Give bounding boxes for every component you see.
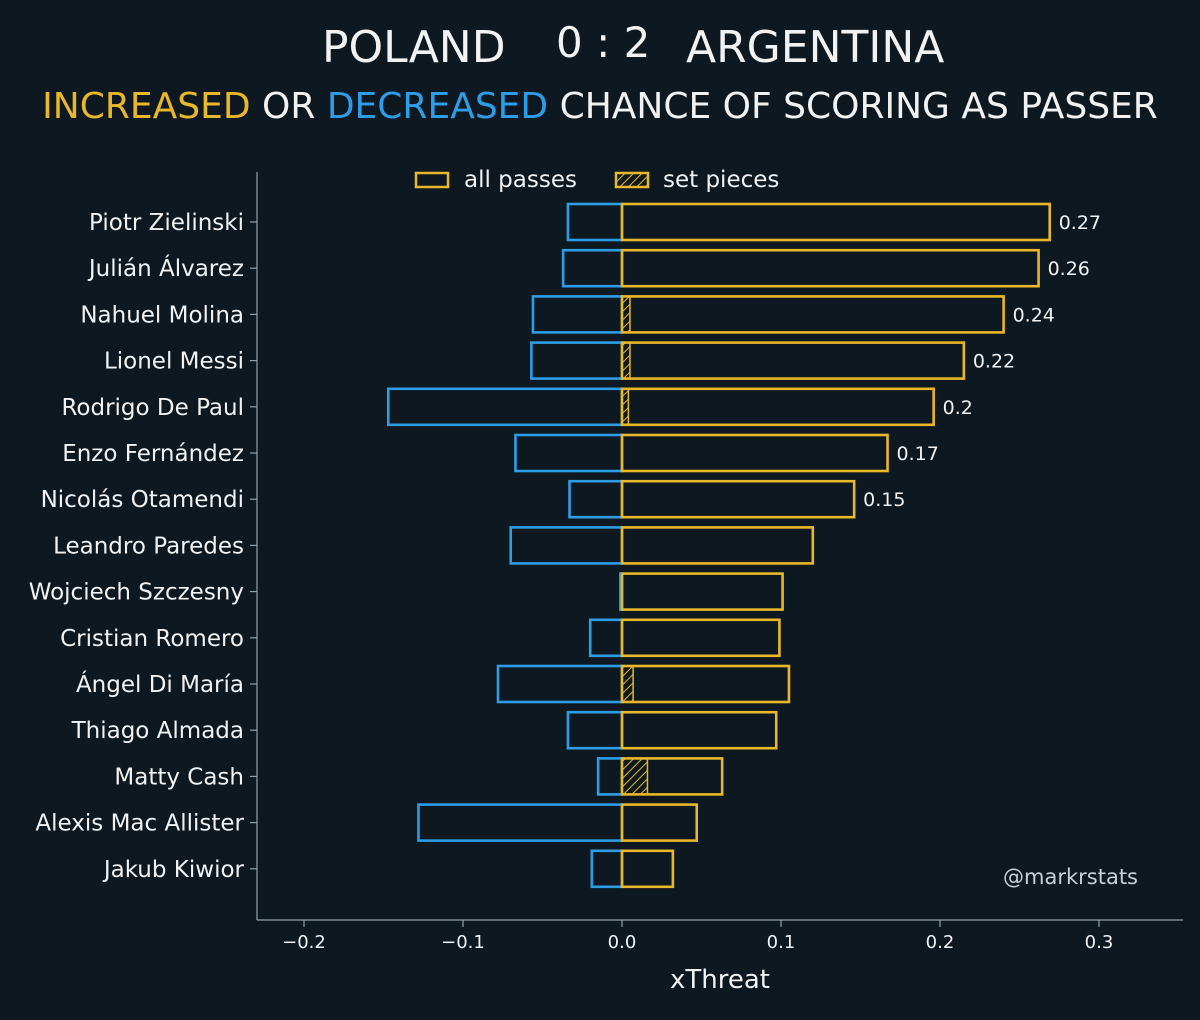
bar-decreased <box>561 248 624 288</box>
x-tick-label: −0.1 <box>441 932 485 953</box>
player-label: Matty Cash <box>114 764 244 790</box>
bar-decreased <box>514 433 624 473</box>
player-label: Enzo Fernández <box>62 441 244 467</box>
watermark: @markrstats <box>1003 865 1138 889</box>
x-tick-label: 0.1 <box>767 932 796 953</box>
bar-decreased <box>566 710 624 750</box>
player-label: Lionel Messi <box>104 349 244 375</box>
subtitle-or: OR <box>262 86 316 127</box>
player-label: Alexis Mac Allister <box>35 811 244 837</box>
away-team: ARGENTINA <box>686 22 945 73</box>
bar-set-pieces <box>621 665 634 703</box>
bar-increased <box>620 572 784 611</box>
value-label: 0.27 <box>1059 212 1101 234</box>
x-tick-label: 0.2 <box>926 932 955 953</box>
bar-increased <box>620 248 1040 288</box>
x-tick-label: −0.2 <box>282 932 326 953</box>
bar-decreased <box>496 664 624 704</box>
player-label: Rodrigo De Paul <box>61 395 244 421</box>
player-label: Cristian Romero <box>60 626 244 652</box>
chart-subtitle: INCREASED OR DECREASED CHANCE OF SCORING… <box>0 86 1200 127</box>
player-label: Julián Álvarez <box>87 254 244 282</box>
x-tick-label: 0.3 <box>1085 932 1114 953</box>
legend-set-pieces-label: set pieces <box>663 167 779 193</box>
bar-increased <box>620 341 966 380</box>
bar-decreased <box>530 341 624 380</box>
bar-increased <box>620 664 791 704</box>
player-label: Piotr Zielinski <box>89 210 244 236</box>
subtitle-rest: CHANCE OF SCORING AS PASSER <box>559 86 1158 127</box>
bar-decreased <box>596 757 624 796</box>
value-label: 0.24 <box>1013 304 1055 326</box>
legend-all-passes-label: all passes <box>464 167 577 193</box>
bar-set-pieces <box>621 757 649 796</box>
value-label: 0.26 <box>1048 258 1090 280</box>
bar-increased <box>620 849 675 889</box>
bar-increased <box>620 618 781 658</box>
bar-increased <box>620 387 935 427</box>
x-axis-label: xThreat <box>670 965 770 995</box>
bar-increased <box>620 479 856 519</box>
bar-increased <box>620 757 724 796</box>
bar-decreased <box>386 387 624 427</box>
bar-decreased <box>590 849 624 889</box>
bar-decreased <box>568 479 624 519</box>
bar-increased <box>620 295 1005 334</box>
chart-title: POLAND 0 : 2 ARGENTINA <box>0 18 1200 82</box>
bar-decreased <box>566 202 624 242</box>
bar-increased <box>620 202 1052 242</box>
player-label: Nahuel Molina <box>80 302 244 328</box>
player-label: Ángel Di María <box>76 670 244 698</box>
bar-decreased <box>588 618 624 658</box>
value-label: 0.22 <box>973 351 1015 373</box>
home-team: POLAND <box>322 22 506 73</box>
bar-decreased <box>531 295 624 334</box>
value-label: 0.17 <box>897 443 939 465</box>
player-label: Thiago Almada <box>71 718 244 744</box>
subtitle-decreased: DECREASED <box>326 86 549 127</box>
subtitle-increased: INCREASED <box>42 86 251 127</box>
bar-decreased <box>417 803 624 842</box>
player-label: Leandro Paredes <box>53 533 244 559</box>
value-label: 0.15 <box>863 489 905 511</box>
player-label: Nicolás Otamendi <box>41 487 244 513</box>
x-tick-label: 0.0 <box>608 932 637 953</box>
player-label: Jakub Kiwior <box>102 857 245 883</box>
bar-increased <box>620 710 778 750</box>
player-label: Wojciech Szczesny <box>29 580 244 606</box>
bar-increased <box>620 526 815 565</box>
legend-all-passes-swatch <box>414 171 450 189</box>
legend-set-pieces-swatch <box>614 171 650 189</box>
bar-increased <box>620 433 889 473</box>
bar-decreased <box>509 526 624 565</box>
bar-increased <box>620 803 699 842</box>
value-label: 0.2 <box>943 397 973 419</box>
match-score: 0 : 2 <box>556 18 651 67</box>
legend: all passes set pieces <box>414 167 779 193</box>
